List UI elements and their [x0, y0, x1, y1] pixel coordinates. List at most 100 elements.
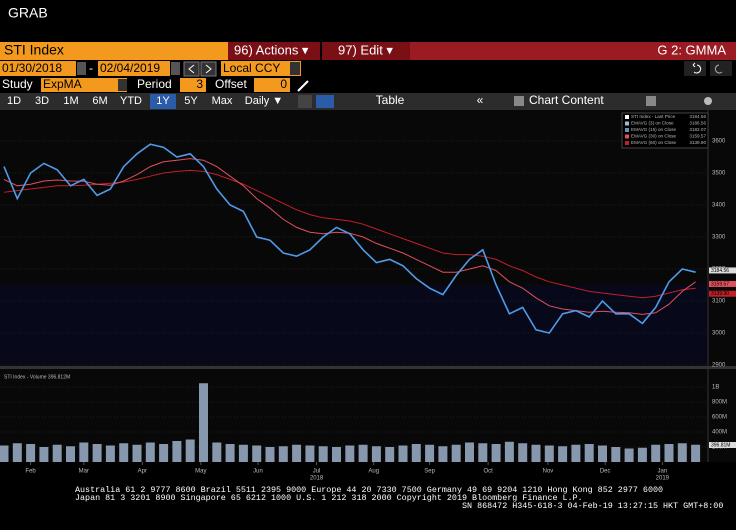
- offset-label: Offset: [215, 77, 247, 91]
- volume-bar: [544, 445, 554, 462]
- volume-bar: [438, 446, 448, 462]
- offset: 0: [280, 77, 287, 91]
- range-button[interactable]: 1D: [7, 95, 21, 107]
- legend-name: EMAVG (60) on Close: [631, 140, 677, 145]
- price-line: [3, 143, 696, 334]
- volume-bar: [465, 442, 474, 462]
- footer-line: Australia 61 2 9777 8600 Brazil 5511 239…: [75, 485, 663, 495]
- volume-bar: [265, 447, 275, 462]
- range-button[interactable]: YTD: [120, 95, 142, 107]
- period-label: Period: [137, 77, 172, 91]
- volume-bar: [518, 443, 528, 462]
- legend-name: EMAVG (30) on Close: [631, 134, 677, 139]
- x-tick-label: Jul: [313, 469, 321, 475]
- legend-name: EMAVG (3) on Close: [631, 121, 674, 126]
- volume-bar: [345, 445, 355, 462]
- range-button[interactable]: 1Y: [156, 95, 170, 107]
- study-field[interactable]: [41, 78, 127, 92]
- footer-line: Japan 81 3 3201 8900 Singapore 65 6212 1…: [75, 493, 583, 503]
- range-button[interactable]: 3D: [35, 95, 49, 107]
- end-date-field[interactable]: [98, 61, 170, 76]
- currency-field[interactable]: [221, 61, 301, 76]
- edit-icon[interactable]: [646, 96, 656, 106]
- y-tick-label: 600M: [712, 415, 727, 421]
- last-value-tag: [709, 267, 736, 274]
- calendar-icon[interactable]: [77, 62, 86, 75]
- x-tick-label: May: [195, 469, 206, 475]
- period-field[interactable]: [180, 78, 206, 92]
- table-button[interactable]: Table: [376, 93, 405, 107]
- volume-bar: [398, 445, 408, 462]
- security-field[interactable]: [0, 42, 228, 60]
- legend-swatch: [625, 121, 629, 126]
- window-title: GRAB: [8, 5, 48, 21]
- volume-bar: [185, 439, 195, 462]
- range-button[interactable]: Max: [212, 95, 233, 107]
- dropdown[interactable]: [118, 79, 127, 91]
- calendar-icon[interactable]: [171, 62, 180, 75]
- y-tick-label: 3100: [712, 299, 726, 305]
- volume-bar: [292, 444, 302, 462]
- edit-menu[interactable]: [322, 42, 410, 60]
- volume-bar: [238, 444, 248, 462]
- volume-bar: [278, 446, 288, 462]
- legend-swatch: [625, 128, 629, 132]
- range-button[interactable]: Daily ▼: [245, 95, 283, 107]
- next-button[interactable]: [200, 61, 217, 77]
- chart: 29003000310032003300340035003600FebMarAp…: [0, 112, 736, 482]
- legend-value: 3184.56: [689, 114, 706, 119]
- range-bar: [0, 93, 736, 110]
- range-button[interactable]: 5Y: [184, 95, 198, 107]
- x-tick-label: Mar: [79, 469, 89, 475]
- last-value-label: 3184.56: [711, 268, 729, 274]
- pencil-icon[interactable]: [297, 80, 309, 92]
- currency: Local CCY: [223, 61, 280, 75]
- range-selected: [150, 94, 176, 109]
- volume-bar: [677, 443, 687, 462]
- start-date-field[interactable]: [0, 61, 76, 76]
- line-icon[interactable]: [298, 95, 312, 108]
- undo-button[interactable]: [684, 61, 706, 76]
- volume-bar: [132, 444, 142, 462]
- redo-icon: [714, 64, 723, 74]
- last-value-label: 3159.57: [711, 281, 729, 287]
- volume-bar: [358, 444, 368, 462]
- volume-last-label: 396.81M: [711, 442, 730, 448]
- x-tick-label: Sep: [424, 469, 435, 475]
- collapse-button[interactable]: «: [477, 93, 484, 107]
- period: 3: [196, 77, 203, 91]
- volume-bar: [79, 442, 89, 462]
- volume-bar: [252, 445, 262, 462]
- actions-menu[interactable]: [228, 42, 320, 60]
- legend-box: [621, 112, 709, 149]
- range-button[interactable]: 6M: [92, 95, 107, 107]
- legend-value: 3159.57: [689, 134, 706, 139]
- security: STI Index: [4, 42, 64, 58]
- prev-button[interactable]: [183, 61, 200, 77]
- legend-value: 3139.90: [689, 140, 706, 145]
- volume-bar: [637, 447, 647, 462]
- dropdown[interactable]: [290, 62, 300, 75]
- offset-field[interactable]: [254, 78, 290, 92]
- prev-arrow: [188, 64, 195, 74]
- chart-content-button[interactable]: Chart Content: [529, 93, 604, 107]
- end-date: 02/04/2019: [100, 61, 160, 75]
- bar-icon[interactable]: [316, 95, 334, 108]
- legend-swatch: [625, 134, 629, 139]
- x-tick-label: Dec: [600, 469, 611, 475]
- volume-bar: [531, 444, 541, 462]
- price-band: [0, 285, 708, 365]
- volume-bar: [52, 444, 62, 462]
- volume-bar: [478, 443, 488, 462]
- volume-bar: [199, 383, 208, 462]
- volume-tag: [709, 442, 736, 448]
- redo-button[interactable]: [710, 61, 732, 76]
- volume-bar: [491, 444, 501, 462]
- volume-bar: [92, 444, 102, 462]
- date-dash: -: [89, 61, 93, 75]
- study: ExpMA: [43, 77, 82, 91]
- y-tick-label: 3600: [712, 139, 726, 145]
- settings-icon[interactable]: [704, 97, 712, 105]
- range-button[interactable]: 1M: [63, 95, 78, 107]
- actions-label: 96) Actions ▾: [234, 42, 309, 57]
